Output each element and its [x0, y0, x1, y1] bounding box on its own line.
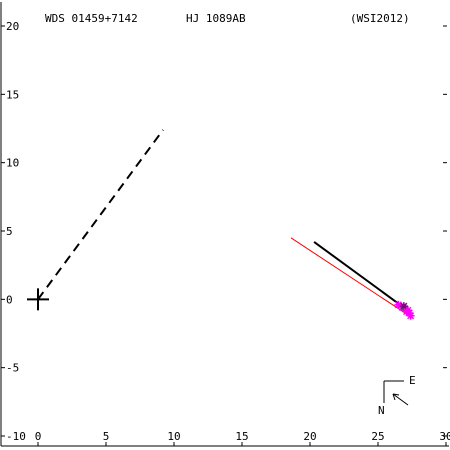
black-fit-line [313, 241, 405, 309]
observation-stroke [394, 301, 402, 309]
x-tick-label: 15 [235, 430, 248, 443]
red-fit-line [290, 237, 414, 319]
observation-point [402, 307, 411, 316]
x-axis-ticks: 0 5 10 15 20 25 30 [35, 430, 450, 446]
y-tick-label: 0 [6, 293, 13, 306]
reference-label: (WSI2012) [350, 12, 410, 25]
discoverer-label: HJ 1089AB [186, 12, 246, 25]
observation-stroke [403, 308, 411, 316]
x-tick-label: 10 [167, 430, 180, 443]
y-tick-label: 20 [6, 20, 19, 33]
right-axis-ticks [443, 25, 447, 437]
wds-id-label: WDS 01459+7142 [45, 12, 138, 25]
x-tick-label: 20 [303, 430, 316, 443]
y-tick-label: 15 [6, 88, 19, 101]
y-tick-label: -10 [6, 430, 26, 443]
motion-arrow-icon [392, 393, 409, 406]
x-tick-label: 5 [103, 430, 110, 443]
data-series [27, 129, 415, 320]
y-tick-label: 5 [6, 225, 13, 238]
observation-stroke [407, 312, 415, 320]
compass: E N [378, 374, 416, 417]
x-tick-label: 0 [35, 430, 42, 443]
compass-east-label: E [409, 374, 416, 387]
y-tick-label: 10 [6, 157, 19, 170]
compass-north-label: N [378, 404, 385, 417]
y-axis-ticks: -10 -5 0 5 10 15 20 [1, 20, 26, 443]
dashed-node-line [37, 129, 164, 300]
observation-stroke [400, 302, 408, 310]
x-tick-label: 25 [371, 430, 384, 443]
y-tick-label: -5 [6, 362, 19, 375]
